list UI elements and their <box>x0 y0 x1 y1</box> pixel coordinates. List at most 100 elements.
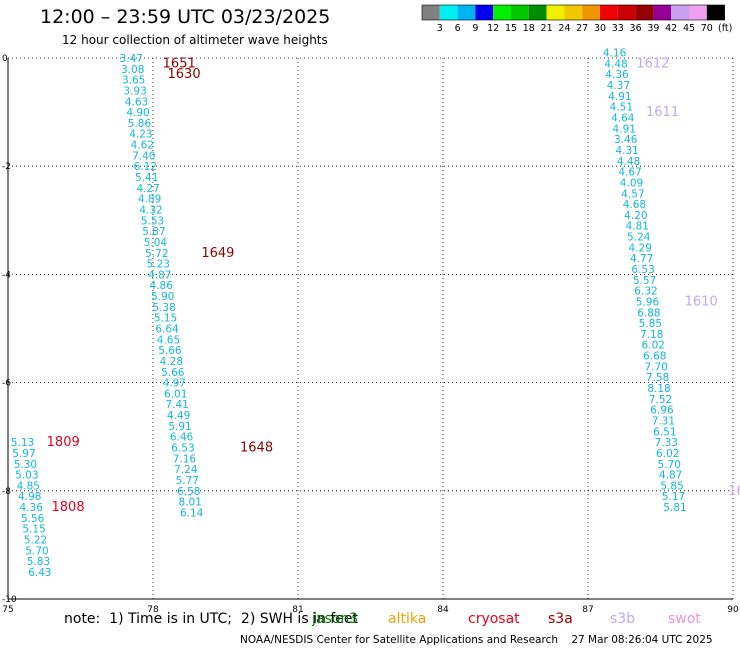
color-scale-tick-label: 6 <box>455 23 461 34</box>
wave-height-label: 5.77 <box>176 475 199 487</box>
color-scale-tick-label: 36 <box>630 23 642 34</box>
y-tick-label: -10 <box>2 595 17 605</box>
color-scale-tick-label: 18 <box>523 23 535 34</box>
wave-height-label: 3.08 <box>121 64 144 76</box>
wave-height-label: 5.15 <box>22 524 45 536</box>
y-tick-label: -6 <box>2 379 11 389</box>
wave-height-label: 5.96 <box>636 296 660 308</box>
wave-height-label: 6.12 <box>134 161 157 173</box>
color-swatch <box>528 5 547 20</box>
pass-time-label: 1610 <box>685 294 718 309</box>
color-swatch <box>564 5 583 20</box>
color-scale-tick-label: 12 <box>487 23 499 34</box>
wave-height-label: 4.29 <box>629 242 652 254</box>
wave-height-label: 7.52 <box>649 394 672 406</box>
wave-height-label: 6.53 <box>171 443 194 455</box>
y-tick-label: 0 <box>2 54 8 64</box>
wave-height-label: 5.38 <box>152 302 175 314</box>
satellite-legend-s3a: s3a <box>548 611 573 627</box>
wave-height-label: 7.70 <box>644 361 667 373</box>
color-scale-tick-label: 27 <box>576 23 588 34</box>
wave-height-label: 4.27 <box>136 183 159 195</box>
wave-height-label: 4.48 <box>617 156 640 168</box>
wave-height-label: 4.85 <box>17 480 40 492</box>
wave-height-label: 5.03 <box>15 470 38 482</box>
y-tick-label: -8 <box>2 487 11 497</box>
wave-height-label: 5.22 <box>24 534 47 546</box>
wave-height-label: 4.51 <box>610 102 633 114</box>
wave-height-label: 5.30 <box>14 459 37 471</box>
color-swatch <box>511 5 529 20</box>
wave-height-label: 6.32 <box>634 286 657 298</box>
wave-height-label: 7.18 <box>640 329 663 341</box>
wave-height-label: 5.86 <box>128 118 152 130</box>
wave-height-label: 4.20 <box>624 210 647 222</box>
wave-height-label: 7.16 <box>173 453 197 465</box>
wave-height-label: 5.91 <box>168 421 191 433</box>
color-swatch <box>582 5 600 20</box>
wave-height-label: 4.87 <box>148 269 171 281</box>
wave-height-label: 5.53 <box>141 215 164 227</box>
wave-height-label: 4.64 <box>611 113 635 125</box>
x-tick-label: 75 <box>2 605 13 615</box>
wave-height-label: 8.01 <box>179 497 202 509</box>
satellite-legend-jason3: jason3 <box>312 611 359 627</box>
wave-height-label: 4.91 <box>613 123 636 135</box>
wave-height-label: 5.70 <box>25 545 48 557</box>
wave-height-label: 3.65 <box>122 75 145 87</box>
chart-title: 12:00 – 23:59 UTC 03/23/2025 <box>40 6 331 28</box>
x-tick-label: 84 <box>437 605 449 615</box>
wave-height-label: 5.72 <box>145 248 168 260</box>
wave-height-label: 6.64 <box>155 324 179 336</box>
color-swatch <box>653 5 672 20</box>
color-swatch <box>706 5 725 20</box>
x-tick-label: 81 <box>292 605 303 615</box>
pass-time-label: 1808 <box>52 500 85 515</box>
wave-height-label: 5.97 <box>12 448 35 460</box>
wave-height-label: 4.87 <box>659 470 682 482</box>
wave-height-label: 4.62 <box>131 140 154 152</box>
wave-height-label: 4.37 <box>607 80 630 92</box>
wave-height-label: 6.43 <box>28 567 51 579</box>
wave-height-label: 6.96 <box>650 405 674 417</box>
pass-time-label: 1611 <box>646 105 679 120</box>
wave-height-label: 4.89 <box>138 194 161 206</box>
wave-height-label: 4.32 <box>139 204 162 216</box>
wave-height-label: 7.31 <box>652 415 675 427</box>
color-swatch <box>475 5 494 20</box>
color-swatch <box>457 5 476 20</box>
wave-height-label: 6.51 <box>653 426 676 438</box>
wave-height-label: 5.04 <box>144 237 168 249</box>
x-tick-label: 78 <box>147 605 159 615</box>
wave-height-label: 4.48 <box>604 58 627 70</box>
color-scale-tick-label: 30 <box>594 23 606 34</box>
color-scale-tick-label: 70 <box>701 23 713 34</box>
color-scale-tick-label: 45 <box>683 23 695 34</box>
color-swatch <box>617 5 636 20</box>
pass-time-label: 1630 <box>168 67 201 82</box>
wave-height-label: 5.83 <box>27 556 50 568</box>
pass-time-label: 1651 <box>163 56 196 71</box>
footer-credit: NOAA/NESDIS Center for Satellite Applica… <box>240 634 713 646</box>
wave-height-label: 7.58 <box>646 372 669 384</box>
wave-height-label: 4.09 <box>620 177 643 189</box>
x-tick-label: 90 <box>727 605 739 615</box>
color-scale-tick-label: 15 <box>505 23 517 34</box>
wave-height-label: 4.36 <box>605 69 629 81</box>
wave-height-label: 5.85 <box>660 480 683 492</box>
wave-height-label: 4.98 <box>18 491 41 503</box>
wave-height-label: 4.16 <box>603 48 627 60</box>
wave-height-label: 4.36 <box>20 502 44 514</box>
pass-time-label: 1612 <box>636 56 669 71</box>
color-swatch <box>493 5 511 20</box>
wave-height-label: 4.97 <box>163 378 186 390</box>
color-scale-tick-label: 33 <box>612 23 624 34</box>
color-swatch <box>635 5 654 20</box>
color-scale-frame <box>421 4 725 21</box>
wave-height-label: 4.23 <box>129 129 152 141</box>
satellite-legend-s3b: s3b <box>610 611 636 627</box>
wave-height-label: 5.24 <box>627 232 651 244</box>
wave-height-label: 5.56 <box>21 513 45 525</box>
color-scale-tick-label: 39 <box>647 23 659 34</box>
wave-height-label: 3.46 <box>614 134 638 146</box>
